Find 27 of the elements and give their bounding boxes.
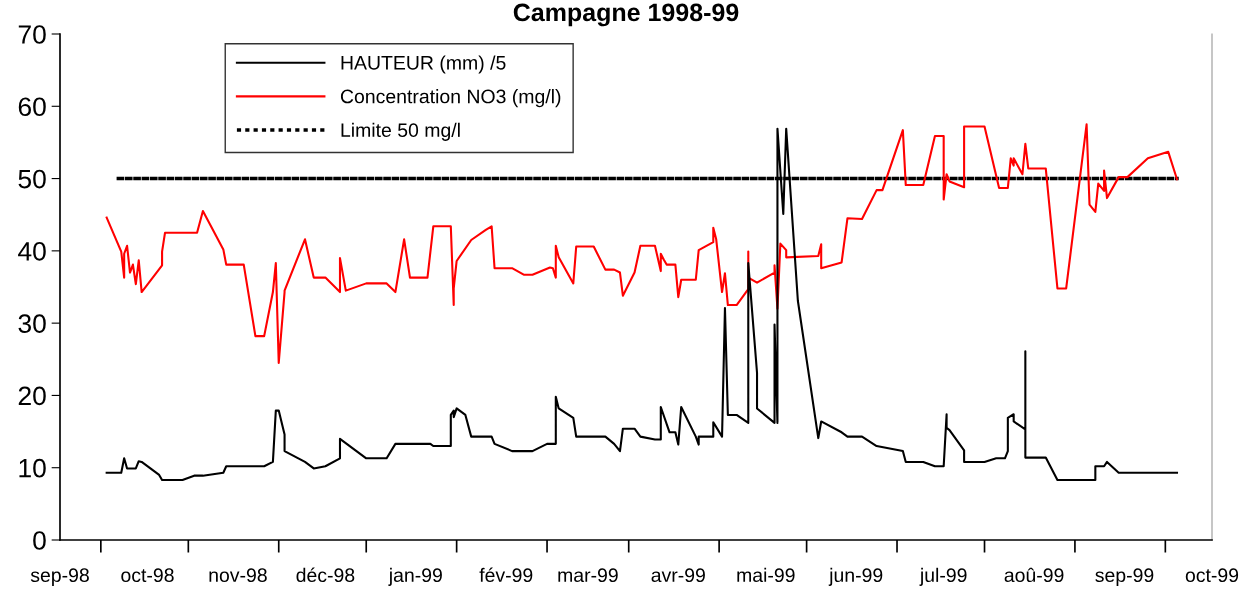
y-tick-label: 10 bbox=[19, 458, 46, 478]
y-tick-label: 20 bbox=[18, 386, 46, 406]
x-tick-label: oct-99 bbox=[1185, 568, 1239, 583]
chart-title: Campagne 1998-99 bbox=[513, 3, 739, 27]
legend-label: Limite 50 mg/l bbox=[341, 122, 460, 141]
x-tick-label: jan-99 bbox=[388, 567, 442, 586]
x-tick-label: sep-99 bbox=[1095, 568, 1154, 586]
x-tick-label: jun-99 bbox=[828, 567, 883, 586]
x-tick-label: jul-99 bbox=[919, 567, 967, 586]
y-tick-label: 70 bbox=[18, 25, 46, 44]
y-tick-label: 30 bbox=[18, 314, 46, 333]
x-tick-label: mar-99 bbox=[558, 568, 618, 583]
x-tick-label: déc-98 bbox=[296, 567, 355, 583]
y-tick-label: 40 bbox=[18, 241, 46, 261]
x-tick-label: oct-98 bbox=[121, 568, 174, 583]
x-tick-label: fév-99 bbox=[479, 567, 533, 583]
y-tick-label: 0 bbox=[33, 531, 46, 550]
line-series bbox=[105, 123, 1179, 364]
y-tick-label: 50 bbox=[18, 169, 46, 189]
x-tick-label: nov-98 bbox=[209, 568, 267, 583]
x-tick-label: avr-99 bbox=[651, 568, 705, 583]
x-tick-label: aoû-99 bbox=[1004, 567, 1064, 583]
legend-label: HAUTEUR (mm) /5 bbox=[341, 55, 506, 74]
legend-label: Concentration NO3 (mg/l) bbox=[340, 89, 561, 108]
x-tick-label: sep-98 bbox=[30, 568, 89, 586]
y-tick-label: 60 bbox=[18, 97, 46, 117]
x-tick-label: mai-99 bbox=[737, 567, 795, 583]
